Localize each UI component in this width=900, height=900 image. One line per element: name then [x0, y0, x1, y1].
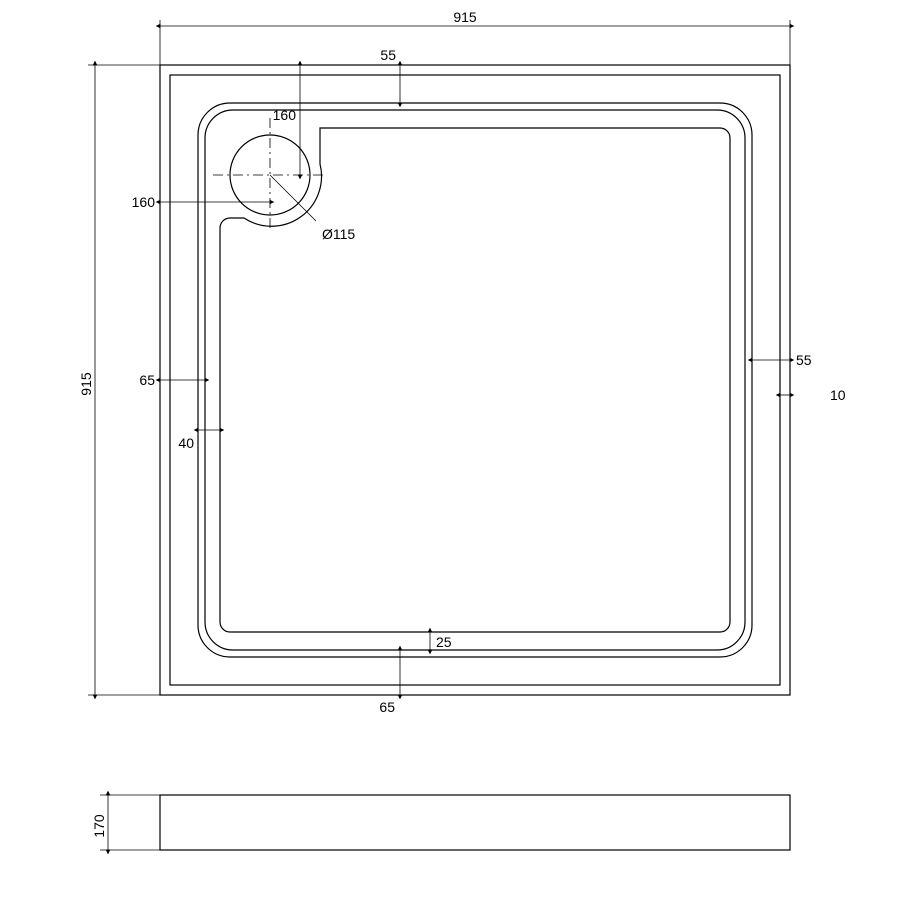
svg-text:915: 915: [453, 9, 477, 25]
side-elevation: [160, 795, 790, 850]
dim-bottom-65: 65: [379, 650, 400, 715]
dim-side-170: 170: [91, 795, 160, 850]
svg-text:65: 65: [379, 699, 395, 715]
svg-text:40: 40: [178, 435, 194, 451]
tray-pan: [220, 128, 730, 632]
dim-left-65: 65: [139, 372, 205, 388]
svg-text:65: 65: [139, 372, 155, 388]
dim-width-915: 915: [160, 9, 790, 65]
dim-right-10: 10: [780, 387, 846, 403]
svg-text:25: 25: [436, 634, 452, 650]
dim-right-55: 55: [752, 352, 812, 368]
dim-left-40: 40: [178, 420, 220, 451]
dim-bottom-25: 25: [420, 632, 452, 650]
svg-text:915: 915: [78, 372, 94, 396]
dim-drain-top-160: 160: [273, 65, 300, 175]
tray-outer-edge: [160, 65, 790, 695]
svg-text:160: 160: [132, 194, 156, 210]
tray-inner-wall: [170, 75, 780, 685]
svg-text:160: 160: [273, 107, 297, 123]
svg-text:55: 55: [796, 352, 812, 368]
dim-drain-left-160: 160: [132, 194, 270, 210]
technical-drawing: 915 55 160 Ø115 915 160 65 40: [0, 0, 900, 900]
svg-text:10: 10: [830, 387, 846, 403]
dim-drain-dia: Ø115: [322, 226, 355, 242]
svg-text:170: 170: [91, 814, 107, 838]
svg-text:55: 55: [380, 47, 396, 63]
